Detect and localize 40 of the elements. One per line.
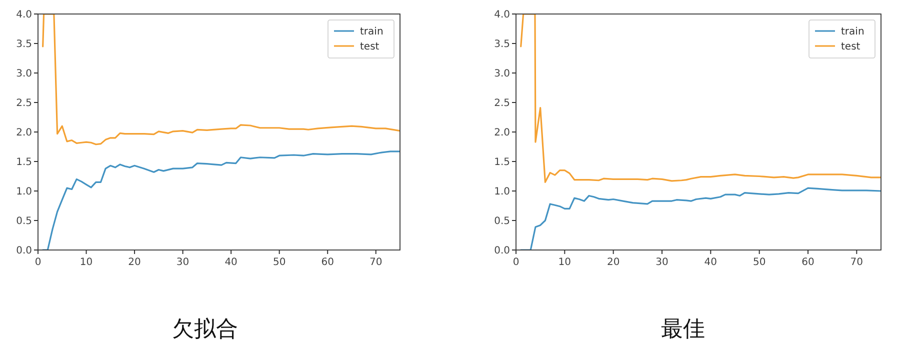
x-tick-label: 70 (370, 257, 382, 268)
y-tick-label: 3.5 (494, 39, 510, 50)
x-tick-label: 40 (224, 257, 238, 268)
y-tick-label: 2.5 (494, 98, 510, 109)
y-tick-label: 1.0 (16, 186, 32, 198)
y-tick-label: 4.0 (16, 10, 32, 20)
y-tick-label: 0.0 (494, 246, 510, 256)
x-tick-label: 30 (656, 257, 668, 268)
x-tick-label: 60 (802, 257, 814, 268)
legend-label: train (360, 26, 384, 38)
x-tick-label: 20 (128, 257, 141, 268)
x-tick-label: 50 (272, 257, 286, 268)
y-tick-label: 3.5 (16, 39, 32, 50)
text: 欠拟合 (172, 317, 238, 342)
legend-label: test (360, 42, 380, 52)
x-tick-label: 40 (704, 257, 718, 268)
y-tick-label: 1.5 (494, 157, 510, 168)
y-tick-label: 2.0 (16, 128, 32, 138)
y-tick-label: 0.5 (16, 216, 32, 227)
x-tick-label: 70 (850, 257, 864, 268)
y-tick-label: 0.0 (16, 246, 32, 256)
y-tick-label: 1.5 (16, 157, 32, 168)
text: 最佳 (661, 317, 705, 342)
y-tick-label: 1.0 (494, 186, 510, 198)
x-tick-label: 10 (558, 257, 572, 268)
x-tick-label: 50 (752, 257, 766, 268)
y-tick-label: 0.5 (494, 216, 510, 227)
y-tick-label: 2.0 (494, 128, 510, 138)
legend-label: test (841, 42, 860, 52)
y-tick-label: 3.0 (494, 68, 510, 80)
x-tick-label: 30 (176, 257, 190, 268)
x-tick-label: 10 (80, 257, 93, 268)
y-tick-label: 4.0 (494, 10, 510, 20)
y-tick-label: 2.5 (16, 98, 32, 109)
x-tick-label: 20 (606, 257, 620, 268)
x-tick-label: 0 (512, 257, 520, 268)
x-tick-label: 60 (321, 257, 334, 268)
y-tick-label: 3.0 (16, 68, 32, 80)
x-tick-label: 0 (34, 257, 42, 268)
legend-label: train (841, 26, 864, 38)
